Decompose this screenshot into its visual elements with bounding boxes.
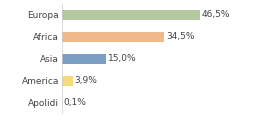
Text: 0,1%: 0,1% bbox=[63, 98, 86, 108]
Text: 34,5%: 34,5% bbox=[166, 32, 194, 41]
Text: 3,9%: 3,9% bbox=[75, 76, 98, 85]
Text: 15,0%: 15,0% bbox=[108, 54, 136, 63]
Bar bbox=[62, 32, 164, 42]
Bar bbox=[62, 10, 200, 20]
Text: 46,5%: 46,5% bbox=[202, 10, 230, 19]
Bar bbox=[62, 76, 73, 86]
Bar bbox=[62, 54, 106, 64]
